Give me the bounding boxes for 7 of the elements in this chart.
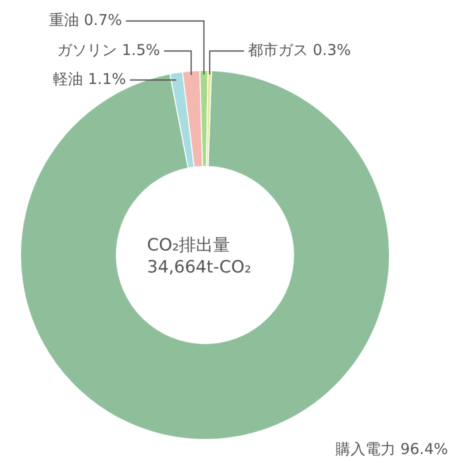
slice-label: 都市ガス 0.3% bbox=[248, 40, 351, 59]
text: 34,664t-CO₂ bbox=[147, 257, 252, 278]
slice-label: 軽油 1.1% bbox=[53, 70, 126, 88]
slice-label: 重油 0.7% bbox=[49, 10, 122, 29]
slice-label: 購入電力 96.4% bbox=[336, 440, 448, 458]
slice-label: ガソリン 1.5% bbox=[57, 40, 160, 59]
text: CO₂排出量 bbox=[147, 235, 230, 256]
